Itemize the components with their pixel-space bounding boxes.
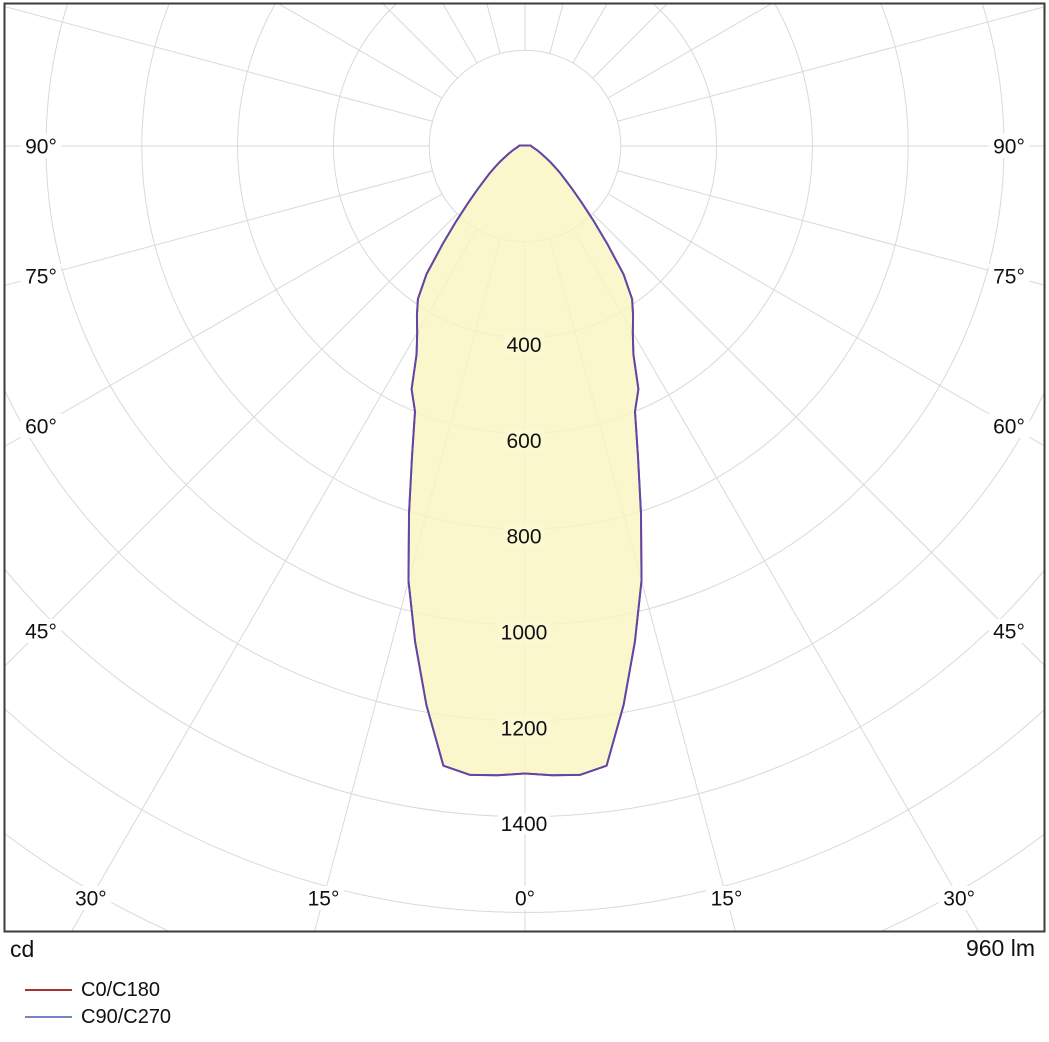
unit-label: cd <box>10 936 35 962</box>
legend-line-c0-c180 <box>25 989 72 991</box>
angle-label: 45° <box>993 621 1025 644</box>
flux-label: 960 lm <box>965 935 1035 961</box>
curve-c90-c270 <box>407 144 643 777</box>
legend-label-c0-c180: C0/C180 <box>81 978 160 1001</box>
grid-spoke-r75 <box>617 170 1044 286</box>
angle-label: 15° <box>711 888 743 911</box>
angle-label-bg <box>70 886 112 910</box>
angle-label: 75° <box>993 265 1025 288</box>
angle-label: 0° <box>515 888 535 911</box>
angle-label-bg <box>705 886 747 910</box>
grid-spoke-r60 <box>607 193 1044 447</box>
grid-spoke-l45 <box>5 213 458 667</box>
angle-label-bg <box>303 886 345 910</box>
radial-label: 1400 <box>501 813 548 836</box>
angle-label: 60° <box>993 416 1025 439</box>
angle-label: 75° <box>25 265 57 288</box>
angle-label-bg <box>988 263 1030 288</box>
angle-label-bg <box>20 134 62 158</box>
angle-label-bg <box>988 619 1030 643</box>
intensity-curve-fill <box>408 145 642 776</box>
angle-label-bg <box>20 263 62 288</box>
grid-spoke-l60 <box>5 193 443 447</box>
angle-label-bg <box>510 886 540 910</box>
grid-spoke-l30 <box>71 228 478 931</box>
angle-label: 90° <box>25 136 57 159</box>
grid-spoke-l150 <box>442 4 478 64</box>
grid-spoke-l120 <box>278 4 443 99</box>
angle-label: 60° <box>25 416 57 439</box>
radial-label: 600 <box>506 430 541 453</box>
radial-label-bg <box>498 621 550 643</box>
radial-label: 400 <box>506 334 541 357</box>
legend-item-c0-c180: C0/C180 <box>25 979 160 1001</box>
legend-item-c90-c270: C90/C270 <box>25 1006 171 1028</box>
grid-spoke-r45 <box>592 213 1044 666</box>
angle-label: 45° <box>25 621 57 644</box>
radial-label-bg <box>498 813 550 835</box>
grid-spoke-r150 <box>572 4 608 64</box>
grid-spoke-r105 <box>617 6 1044 122</box>
legend-line-c90-c270 <box>25 1016 72 1018</box>
angle-labels: 90° 75° 60° 45° 30° 15° 0° 15° 30° 45° 60° 75° 90° <box>20 134 1030 911</box>
angle-label: 15° <box>308 888 340 911</box>
radial-labels: 400 600 800 1000 1200 1400 <box>498 334 550 836</box>
radial-label: 1200 <box>501 717 548 740</box>
grid-spoke-r120 <box>607 4 772 99</box>
radial-label: 800 <box>506 526 541 549</box>
radial-label-bg <box>498 717 550 739</box>
chart-border <box>3 2 1046 933</box>
angle-label: 30° <box>943 888 975 911</box>
radial-label-bg <box>503 334 545 356</box>
grid-spoke-r30 <box>572 228 979 931</box>
angle-label-bg <box>20 414 62 439</box>
angle-label: 90° <box>993 136 1025 159</box>
angle-label-bg <box>988 134 1030 158</box>
legend-label-c90-c270: C90/C270 <box>81 1005 172 1028</box>
grid-spoke-l105 <box>5 6 433 122</box>
radial-label-bg <box>503 429 545 451</box>
angle-label-bg <box>988 414 1030 439</box>
angle-label-bg <box>20 619 62 643</box>
radial-label-bg <box>503 525 545 547</box>
angle-label: 30° <box>75 888 107 911</box>
grid-spoke-l75 <box>5 170 433 286</box>
angle-label-bg <box>938 886 980 910</box>
radial-label: 1000 <box>501 622 548 645</box>
